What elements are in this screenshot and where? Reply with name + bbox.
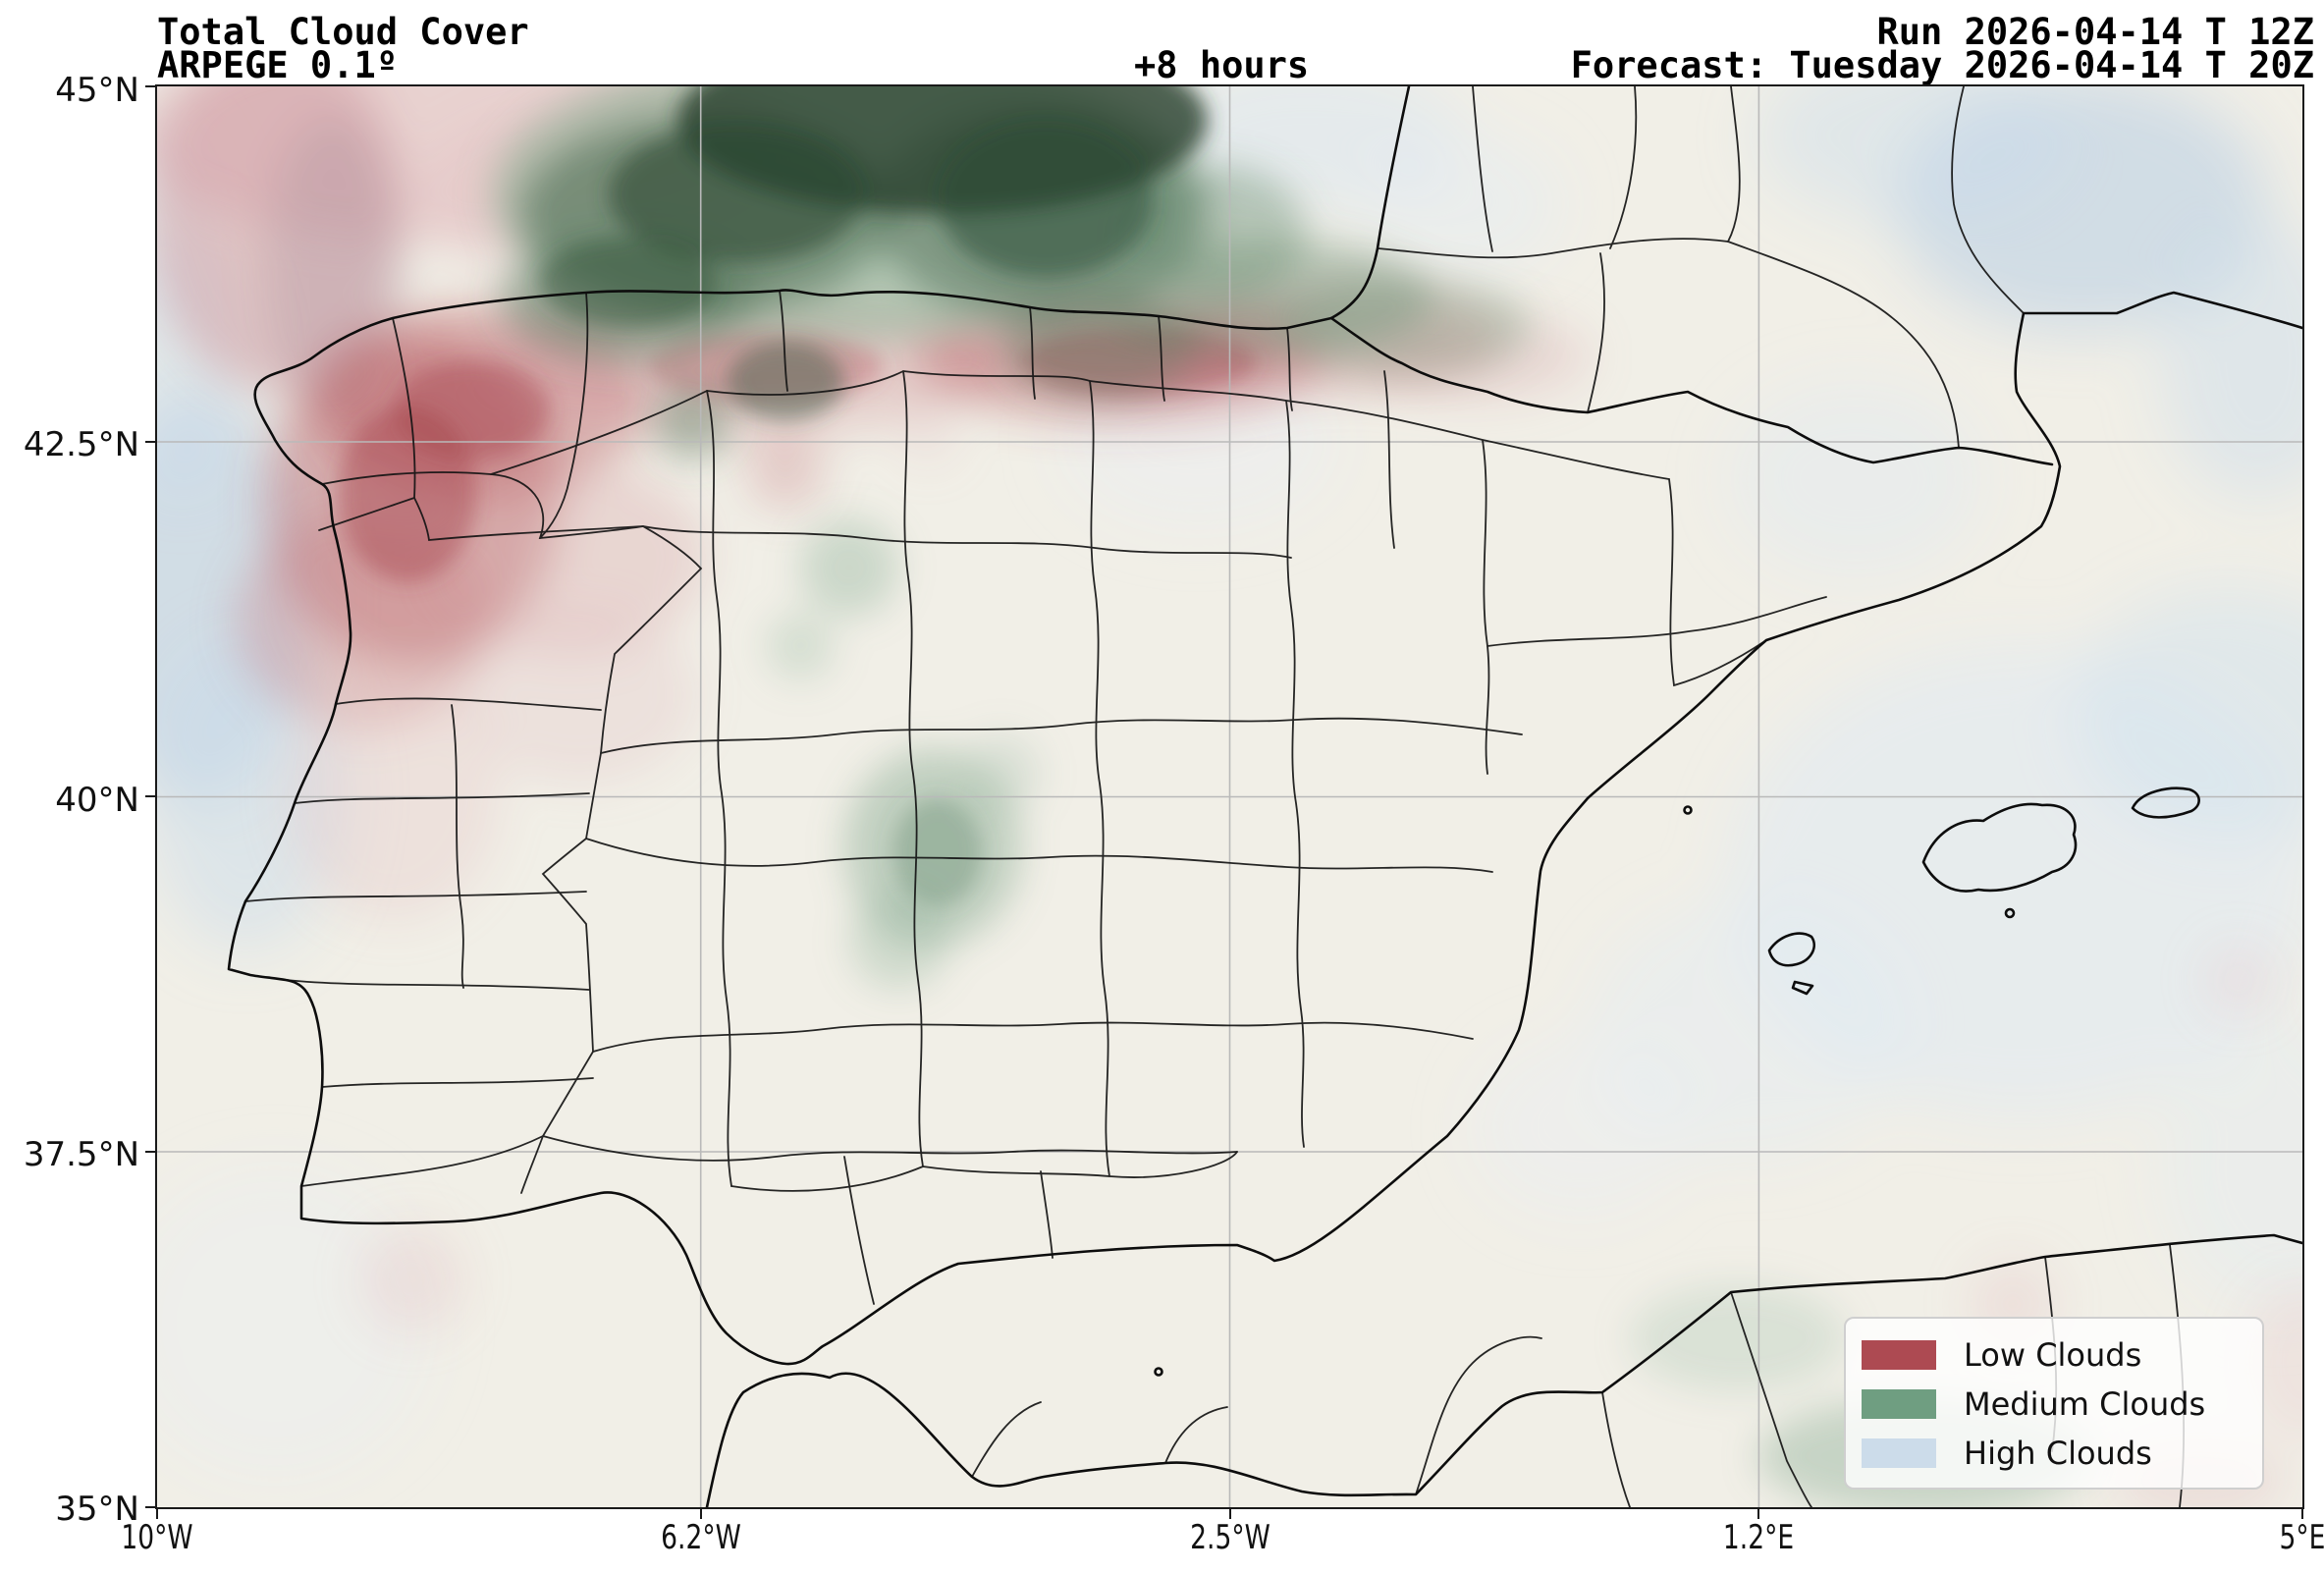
lon-tick-label: 6.2°W [661,1518,741,1557]
lon-tick-mark [1229,1508,1231,1519]
lat-tick-mark [145,1506,156,1508]
legend-label-high-clouds: High Clouds [1964,1435,2152,1472]
lon-tick-label: 10°W [121,1518,193,1557]
lat-tick-label: 42.5°N [23,425,139,464]
lat-tick-mark [145,795,156,797]
map-legend: Low Clouds Medium Clouds High Clouds [1844,1317,2264,1490]
lon-tick-label: 2.5°W [1190,1518,1270,1557]
coastlines [227,86,2302,1507]
lat-tick-mark [145,1151,156,1153]
province-boundaries [244,86,2186,1507]
lon-tick-mark [700,1508,702,1519]
lon-tick-label: 5°E [2279,1518,2324,1557]
legend-swatch-medium-clouds [1862,1389,1936,1419]
lat-tick-label: 40°N [55,781,139,820]
lat-tick-mark [145,441,156,443]
legend-item-low-clouds: Low Clouds [1862,1330,2262,1380]
lon-tick-mark [156,1508,158,1519]
lead-time-label: +8 hours [1134,44,1310,86]
lat-tick-label: 37.5°N [23,1135,139,1174]
legend-swatch-high-clouds [1862,1438,1936,1468]
map-canvas [155,84,2304,1509]
legend-swatch-low-clouds [1862,1340,1936,1370]
figure-title: Total Cloud Cover [157,11,529,53]
lat-tick-label: 35°N [55,1490,139,1529]
lon-tick-mark [2301,1508,2303,1519]
run-timestamp: Run 2026-04-14 T 12Z [1876,11,2314,53]
lat-tick-label: 45°N [55,71,139,110]
lon-tick-label: 1.2°E [1722,1518,1795,1557]
medium-clouds-core-layer [540,86,1208,906]
lon-tick-mark [1757,1508,1759,1519]
legend-item-medium-clouds: Medium Clouds [1862,1380,2262,1429]
model-label: ARPEGE 0.1º [157,44,399,86]
lat-tick-mark [145,85,156,87]
legend-label-low-clouds: Low Clouds [1964,1336,2142,1374]
legend-item-high-clouds: High Clouds [1862,1429,2262,1478]
legend-label-medium-clouds: Medium Clouds [1964,1385,2206,1423]
forecast-timestamp: Forecast: Tuesday 2026-04-14 T 20Z [1570,44,2314,86]
cloud-cover-map [157,86,2302,1507]
